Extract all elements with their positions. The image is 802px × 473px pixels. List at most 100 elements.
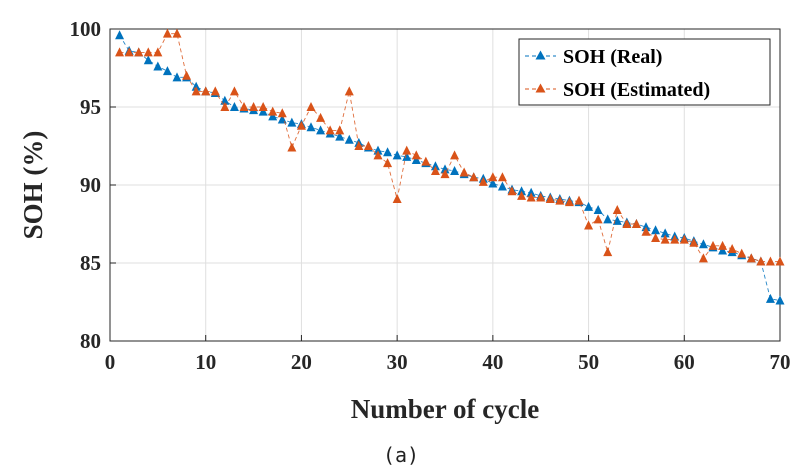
data-point-estimated xyxy=(421,156,431,166)
data-point-estimated xyxy=(201,86,211,96)
data-point-real xyxy=(258,106,268,116)
data-point-estimated xyxy=(172,28,182,38)
y-axis-title: SOH (%) xyxy=(18,131,48,240)
data-point-real xyxy=(430,161,440,171)
tick-labels: 0 10 20 30 40 50 60 70 80 85 90 95 100 xyxy=(70,17,791,374)
data-point-estimated xyxy=(670,234,680,244)
data-point-estimated xyxy=(698,253,708,263)
data-point-real xyxy=(306,122,316,132)
data-point-estimated xyxy=(143,47,153,57)
data-point-estimated xyxy=(383,158,393,168)
data-point-real xyxy=(316,125,326,135)
series-layer xyxy=(115,28,785,305)
data-point-estimated xyxy=(708,240,718,250)
data-point-estimated xyxy=(564,197,574,207)
data-point-estimated xyxy=(765,256,775,266)
data-point-estimated xyxy=(402,145,412,155)
legend-marker-estimated xyxy=(535,83,546,93)
data-point-real xyxy=(172,72,182,82)
data-point-estimated xyxy=(354,141,364,150)
data-point-estimated xyxy=(622,219,632,228)
x-tick-label: 10 xyxy=(195,350,216,374)
data-point-estimated xyxy=(239,102,249,111)
data-point-real xyxy=(392,150,402,160)
data-point-real xyxy=(660,228,670,238)
data-point-real xyxy=(517,186,527,196)
data-point-estimated xyxy=(497,172,507,182)
data-point-estimated xyxy=(517,190,527,200)
data-point-estimated xyxy=(584,220,594,230)
data-point-estimated xyxy=(249,102,259,111)
data-point-estimated xyxy=(182,70,192,80)
data-point-estimated xyxy=(162,28,172,38)
data-point-real xyxy=(497,181,507,191)
data-point-real xyxy=(612,215,622,225)
data-point-estimated xyxy=(574,195,584,205)
data-point-estimated xyxy=(335,125,345,135)
data-point-estimated xyxy=(268,106,278,116)
y-tick-label: 90 xyxy=(80,173,101,197)
data-point-estimated xyxy=(258,102,268,111)
data-point-real xyxy=(229,102,239,111)
data-point-real xyxy=(411,155,421,165)
data-point-estimated xyxy=(430,165,440,175)
data-point-estimated xyxy=(344,86,354,96)
data-point-real xyxy=(344,134,354,144)
legend-label-estimated: SOH (Estimated) xyxy=(563,79,710,101)
y-tick-label: 100 xyxy=(70,17,102,41)
data-point-estimated xyxy=(651,233,661,243)
data-point-real xyxy=(402,151,412,161)
figure-caption: (a) xyxy=(383,443,419,467)
legend: SOH (Real) SOH (Estimated) xyxy=(518,38,771,106)
data-point-real xyxy=(440,164,450,174)
data-point-estimated xyxy=(746,253,756,263)
data-point-real xyxy=(765,293,775,303)
data-point-estimated xyxy=(603,247,613,257)
x-tick-label: 70 xyxy=(770,350,791,374)
data-point-estimated xyxy=(325,125,335,135)
data-point-estimated xyxy=(220,102,230,111)
data-point-estimated xyxy=(373,150,383,160)
y-tick-label: 80 xyxy=(80,329,101,353)
y-tick-label: 95 xyxy=(80,95,101,119)
data-point-estimated xyxy=(306,102,316,111)
data-point-estimated xyxy=(612,204,622,214)
data-point-estimated xyxy=(660,234,670,244)
data-point-estimated xyxy=(450,150,460,160)
data-point-estimated xyxy=(124,47,134,57)
data-point-estimated xyxy=(469,172,479,182)
data-point-estimated xyxy=(631,219,641,228)
data-point-real xyxy=(335,131,345,141)
data-point-real xyxy=(526,187,536,197)
data-point-estimated xyxy=(191,86,201,96)
data-point-estimated xyxy=(555,195,565,205)
y-tick-label: 85 xyxy=(80,251,101,275)
data-point-estimated xyxy=(440,169,450,179)
data-point-estimated xyxy=(316,112,326,122)
data-point-estimated xyxy=(134,47,144,57)
data-point-estimated xyxy=(689,237,699,247)
x-tick-label: 50 xyxy=(578,350,599,374)
data-point-real xyxy=(488,178,498,188)
x-tick-label: 0 xyxy=(105,350,116,374)
legend-box xyxy=(518,38,771,106)
x-tick-label: 60 xyxy=(674,350,695,374)
data-point-estimated xyxy=(363,141,373,150)
data-point-real xyxy=(698,239,708,249)
data-point-real xyxy=(268,111,278,121)
data-point-real xyxy=(775,295,785,305)
data-point-real xyxy=(603,214,613,224)
data-point-real xyxy=(153,61,163,71)
data-point-real xyxy=(718,245,728,255)
data-point-estimated xyxy=(536,192,546,202)
data-point-estimated xyxy=(756,256,766,266)
series-estimated xyxy=(115,28,785,266)
series-line-real xyxy=(119,35,781,301)
legend-label-real: SOH (Real) xyxy=(563,46,662,68)
data-point-estimated xyxy=(229,86,239,96)
x-tick-label: 30 xyxy=(387,350,408,374)
data-point-estimated xyxy=(545,194,555,204)
data-point-estimated xyxy=(737,248,747,258)
data-point-real xyxy=(162,66,172,76)
data-point-estimated xyxy=(392,194,402,204)
